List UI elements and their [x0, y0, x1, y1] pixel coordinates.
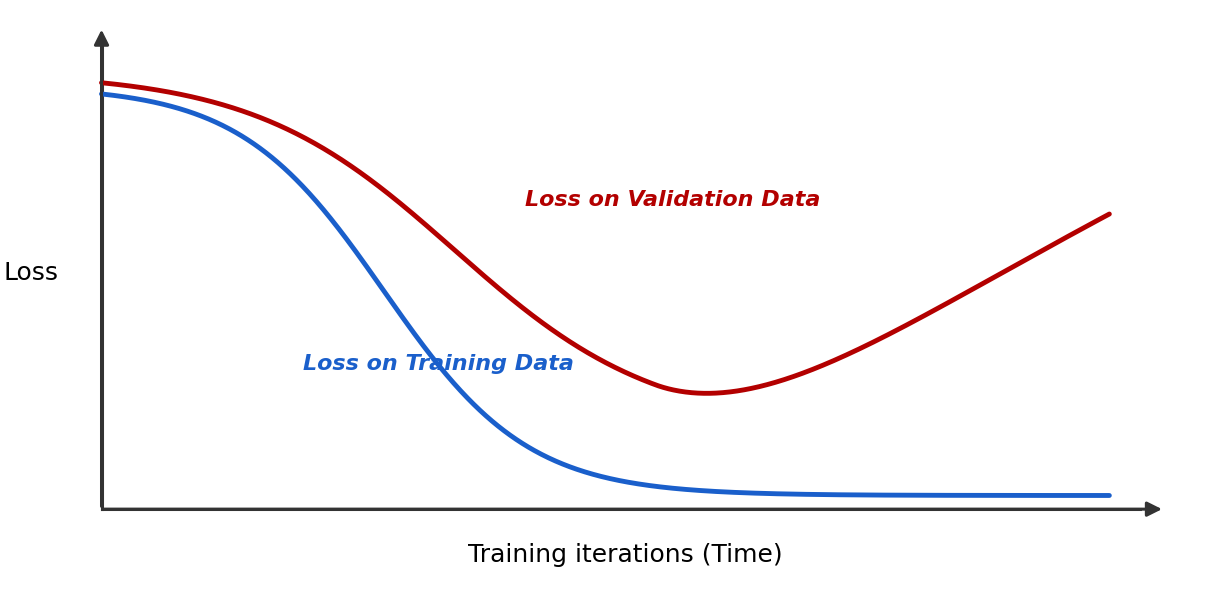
Text: Loss on Validation Data: Loss on Validation Data — [525, 190, 820, 210]
Text: Training iterations (Time): Training iterations (Time) — [468, 543, 783, 567]
Text: Loss on Training Data: Loss on Training Data — [303, 353, 574, 374]
Text: Loss: Loss — [4, 261, 58, 284]
